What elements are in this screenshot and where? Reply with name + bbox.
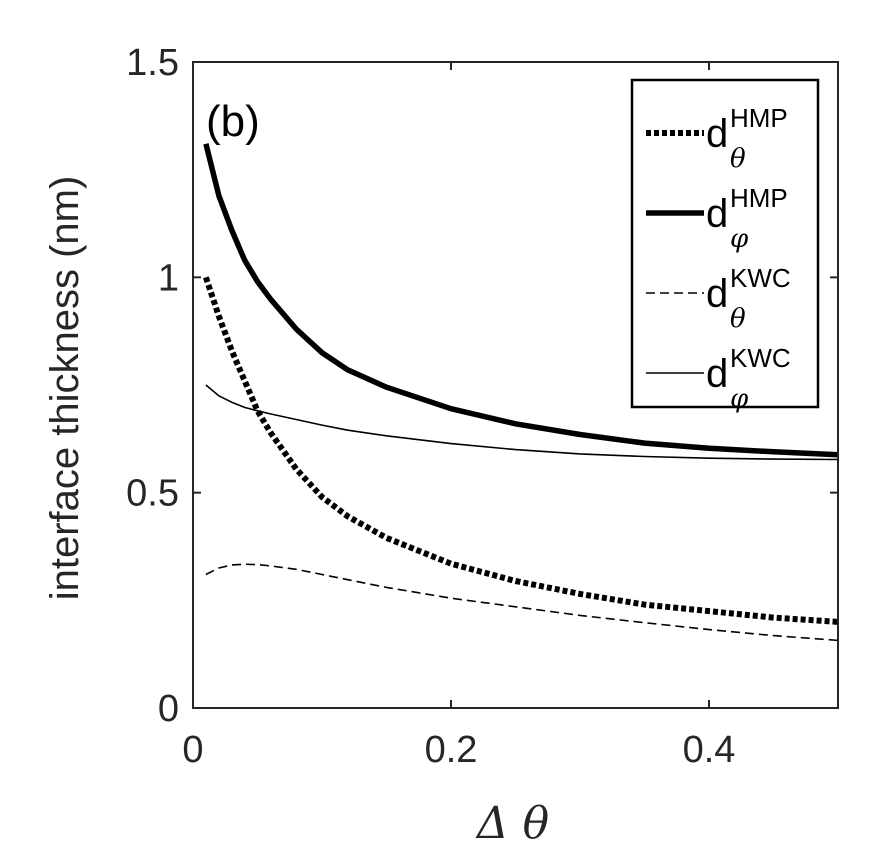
x-tick-label-0: 0 xyxy=(182,729,203,771)
legend-sub-0: θ xyxy=(730,144,746,174)
legend-sub-3: φ xyxy=(730,384,749,414)
y-tick-label-1: 0.5 xyxy=(126,473,179,515)
legend-label-0: d xyxy=(706,112,728,156)
axes xyxy=(192,61,839,709)
legend-box xyxy=(630,78,820,409)
legend-sub-1: φ xyxy=(730,224,749,254)
y-tick-label-3: 1.5 xyxy=(126,42,179,84)
x-tick-labels: 0 0.2 0.4 xyxy=(182,729,735,771)
x-tick-label-1: 0.2 xyxy=(425,729,478,771)
y-tick-label-0: 0 xyxy=(158,688,179,730)
legend-sup-2: KWC xyxy=(730,263,791,293)
y-tick-labels: 0 0.5 1 1.5 xyxy=(126,42,179,730)
legend-sup-1: HMP xyxy=(730,183,788,213)
legend-label-1: d xyxy=(706,192,728,236)
series-layer xyxy=(203,143,839,642)
legend-label-3: d xyxy=(706,352,728,396)
legend-sup-3: KWC xyxy=(730,343,791,373)
y-axis-label: interface thickness (nm) xyxy=(43,176,87,601)
x-axis-label: Δ θ xyxy=(475,798,549,849)
x-tick-label-2: 0.4 xyxy=(683,729,736,771)
y-tick-label-2: 1 xyxy=(158,257,179,299)
legend-sub-2: θ xyxy=(730,304,746,334)
axes-box xyxy=(192,61,839,709)
series-line-2 xyxy=(205,563,839,642)
series-line-1 xyxy=(203,143,839,458)
series-line-3 xyxy=(205,384,839,461)
series-line-0 xyxy=(203,276,839,625)
legend-label-2: d xyxy=(706,272,728,316)
panel-label: (b) xyxy=(206,97,260,146)
legend-sup-0: HMP xyxy=(730,103,788,133)
